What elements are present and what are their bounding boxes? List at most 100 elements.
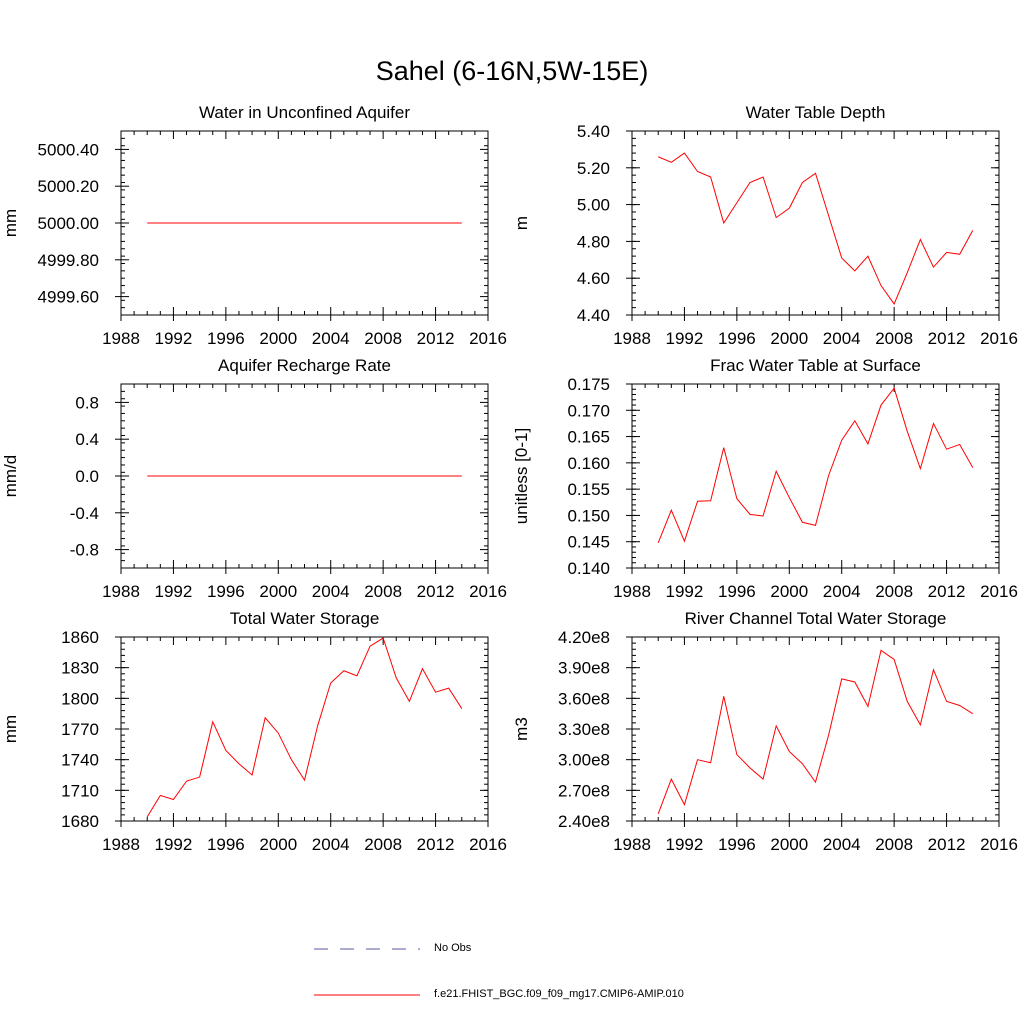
x-tick-label: 2016 [980, 582, 1018, 601]
y-tick-label: 4.80 [577, 232, 610, 251]
x-tick-label: 1992 [666, 835, 704, 854]
x-tick-label: 2004 [312, 329, 350, 348]
series-line-1 [146, 637, 463, 818]
x-tick-label: 1996 [718, 835, 756, 854]
legend-obs-label: No Obs [434, 942, 472, 954]
plot-frame [120, 636, 489, 822]
chart-panel-3: Aquifer Recharge Rate mm/d 1988 1992 1996 200… [1, 356, 507, 601]
x-tick-label: 2008 [875, 329, 913, 348]
x-tick-label: 2004 [312, 582, 350, 601]
x-tick-label: 2012 [928, 835, 966, 854]
plot-frame [631, 383, 1000, 569]
x-tick-label: 2000 [259, 835, 297, 854]
y-tick-label: 5.20 [577, 159, 610, 178]
x-tick-label: 1996 [207, 582, 245, 601]
x-tick-label: 1996 [207, 329, 245, 348]
series-line-1 [658, 152, 974, 305]
y-tick-label: 1680 [61, 812, 99, 831]
x-tick-label: 1988 [102, 835, 140, 854]
x-tick-label: 1996 [718, 329, 756, 348]
y-tick-label: 0.145 [567, 533, 610, 552]
x-tick-label: 2000 [770, 835, 808, 854]
y-tick-label: 0.4 [75, 430, 99, 449]
x-tick-label: 2012 [928, 329, 966, 348]
y-tick-label: 1830 [61, 659, 99, 678]
y-tick-label: 1740 [61, 751, 99, 770]
x-tick-label: 1992 [666, 582, 704, 601]
x-tick-label: 2016 [469, 582, 507, 601]
x-tick-label: 1988 [613, 835, 651, 854]
y-tick-label: 4.20e8 [558, 628, 610, 647]
chart-title: Total Water Storage [230, 609, 380, 628]
y-tick-label: 5000.00 [38, 214, 99, 233]
plot-frame [631, 636, 1000, 822]
x-tick-label: 1992 [155, 329, 193, 348]
x-tick-label: 1988 [613, 582, 651, 601]
x-tick-label: 2012 [417, 582, 455, 601]
x-tick-label: 2008 [875, 835, 913, 854]
y-axis-label: unitless [0-1] [512, 428, 531, 524]
y-tick-label: 4.40 [577, 306, 610, 325]
y-axis-label: m [512, 216, 531, 230]
y-tick-label: 4999.80 [38, 251, 99, 270]
x-tick-label: 2008 [364, 582, 402, 601]
y-axis-label: mm [1, 209, 20, 237]
y-tick-label: 0.175 [567, 375, 610, 394]
x-tick-label: 2004 [823, 329, 861, 348]
x-tick-label: 2016 [469, 329, 507, 348]
x-tick-label: 1992 [155, 582, 193, 601]
x-tick-label: 1992 [666, 329, 704, 348]
chart-title: Aquifer Recharge Rate [218, 356, 391, 375]
chart-panel-4: Frac Water Table at Surface unitless [0-1… [512, 356, 1018, 601]
chart-title: Water Table Depth [746, 103, 886, 122]
y-tick-label: 5.40 [577, 122, 610, 141]
y-tick-label: 0.165 [567, 428, 610, 447]
series-line-1 [657, 387, 974, 543]
x-tick-label: 1996 [718, 582, 756, 601]
y-tick-label: 1860 [61, 628, 99, 647]
chart-title: River Channel Total Water Storage [685, 609, 947, 628]
y-tick-label: 0.155 [567, 480, 610, 499]
chart-title: Frac Water Table at Surface [710, 356, 921, 375]
x-tick-label: 1988 [102, 582, 140, 601]
y-axis-label: m3 [512, 717, 531, 741]
y-tick-label: 0.170 [567, 401, 610, 420]
y-tick-label: 3.00e8 [558, 751, 610, 770]
y-tick-label: 5000.40 [38, 140, 99, 159]
x-tick-label: 2012 [928, 582, 966, 601]
y-tick-label: 0.140 [567, 559, 610, 578]
y-tick-label: 0.0 [75, 467, 99, 486]
chart-panel-2: Water Table Depth m 1988 1992 1996 2000 2004 20… [512, 103, 1018, 348]
y-tick-label: 0.8 [75, 393, 99, 412]
x-tick-label: 2012 [417, 329, 455, 348]
y-tick-label: 3.90e8 [558, 659, 610, 678]
series-line-1 [657, 649, 974, 815]
y-axis-label: mm [1, 715, 20, 743]
chart-panel-5: Total Water Storage mm 1988 1992 1996 2000 200… [1, 609, 507, 854]
x-tick-label: 2016 [980, 835, 1018, 854]
x-tick-label: 1992 [155, 835, 193, 854]
y-axis-label: mm/d [1, 455, 20, 498]
x-tick-label: 1988 [102, 329, 140, 348]
x-tick-label: 2000 [770, 582, 808, 601]
y-tick-label: 5.00 [577, 196, 610, 215]
chart-panel-1: Water in Unconfined Aquifer mm 1988 1992 199… [1, 103, 507, 348]
legend-model-label: f.e21.FHIST_BGC.f09_f09_mg17.CMIP6-AMIP.… [434, 988, 684, 1000]
y-tick-label: -0.4 [70, 504, 99, 523]
y-tick-label: 3.30e8 [558, 720, 610, 739]
y-tick-label: 2.40e8 [558, 812, 610, 831]
plot-frame [631, 130, 1000, 316]
x-tick-label: 2000 [259, 329, 297, 348]
y-tick-label: 4999.60 [38, 288, 99, 307]
chart-panel-6: River Channel Total Water Storage m3 1988 1… [512, 609, 1018, 854]
y-tick-label: 1800 [61, 689, 99, 708]
x-tick-label: 1996 [207, 835, 245, 854]
y-tick-label: 5000.20 [38, 177, 99, 196]
x-tick-label: 2016 [469, 835, 507, 854]
x-tick-label: 2008 [364, 835, 402, 854]
y-tick-label: -0.8 [70, 541, 99, 560]
y-tick-label: 0.160 [567, 454, 610, 473]
y-tick-label: 2.70e8 [558, 781, 610, 800]
y-tick-label: 3.60e8 [558, 689, 610, 708]
